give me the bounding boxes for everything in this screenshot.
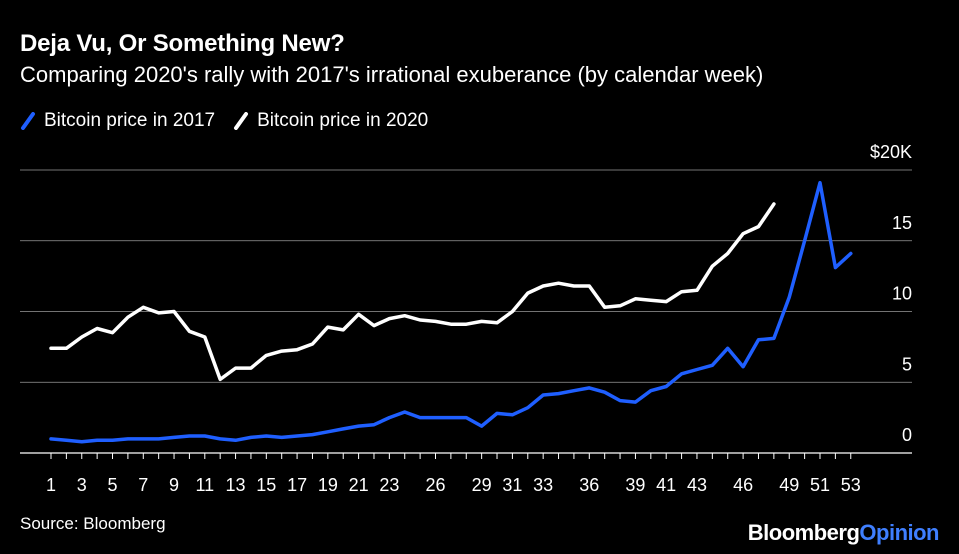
chart-title: Deja Vu, Or Something New? (20, 30, 345, 57)
brand-logo: BloombergOpinion (747, 520, 940, 546)
x-tick-label-9: 9 (169, 475, 179, 495)
x-tick-label-3: 3 (77, 475, 87, 495)
brand-main: Bloomberg (747, 520, 860, 545)
x-tick-label-53: 53 (841, 475, 861, 495)
y-axis-labels: 0 5 10 15 $20K (870, 142, 912, 445)
series-lines (49, 180, 853, 444)
legend-label-2020: Bitcoin price in 2020 (257, 110, 429, 131)
x-tick-label-33: 33 (533, 475, 553, 495)
series-line-2020 (49, 202, 776, 382)
x-tick-label-31: 31 (502, 475, 522, 495)
x-tick-label-51: 51 (810, 475, 830, 495)
y-tick-label-5: 5 (902, 354, 912, 374)
x-tick-label-13: 13 (226, 475, 246, 495)
x-tick-label-41: 41 (656, 475, 676, 495)
x-axis: 1 3 5 7 9 11 13 15 17 19 21 23 26 29 31 33 36 39 41 43 46 49 5… (46, 453, 861, 495)
source-note: Source: Bloomberg (20, 514, 166, 533)
x-tick-label-15: 15 (256, 475, 276, 495)
x-tick-label-29: 29 (472, 475, 492, 495)
y-tick-label-0: 0 (902, 425, 912, 445)
y-tick-label-10: 10 (892, 284, 912, 304)
legend-swatch-2020-icon (234, 112, 249, 130)
x-tick-label-21: 21 (349, 475, 369, 495)
x-tick-label-19: 19 (318, 475, 338, 495)
legend-item-2017: Bitcoin price in 2017 (20, 110, 215, 132)
x-tick-label-5: 5 (108, 475, 118, 495)
y-tick-label-20: $20K (870, 142, 912, 162)
series-line-2017 (49, 180, 853, 444)
x-tick-label-7: 7 (138, 475, 148, 495)
x-tick-label-17: 17 (287, 475, 307, 495)
y-tick-label-15: 15 (892, 213, 912, 233)
legend-label-2017: Bitcoin price in 2017 (44, 110, 216, 131)
x-tick-label-11: 11 (195, 475, 214, 495)
x-tick-label-36: 36 (579, 475, 599, 495)
x-tick-label-39: 39 (625, 475, 645, 495)
chart-subtitle: Comparing 2020's rally with 2017's irrat… (20, 62, 764, 87)
legend-swatch-2017-icon (21, 112, 35, 130)
legend-item-2020: Bitcoin price in 2020 (233, 110, 428, 132)
x-tick-label-46: 46 (733, 475, 753, 495)
legend: Bitcoin price in 2017 Bitcoin price in 2… (20, 110, 446, 132)
x-tick-label-26: 26 (425, 475, 445, 495)
x-tick-label-1: 1 (46, 475, 56, 495)
x-tick-label-43: 43 (687, 475, 707, 495)
x-tick-label-23: 23 (379, 475, 399, 495)
brand-accent: Opinion (859, 520, 939, 545)
x-tick-label-49: 49 (779, 475, 799, 495)
